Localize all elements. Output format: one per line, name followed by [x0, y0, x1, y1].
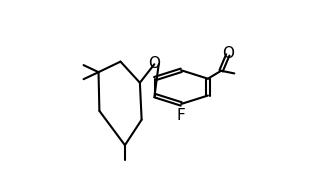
Text: F: F	[177, 108, 185, 123]
Text: O: O	[222, 46, 234, 61]
Text: O: O	[148, 56, 160, 71]
